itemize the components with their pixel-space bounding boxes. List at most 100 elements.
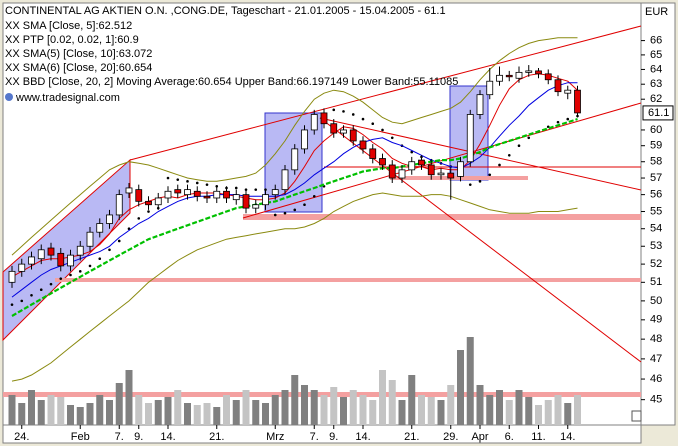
- band-upper: [11, 37, 578, 256]
- y-tick-label: 62: [650, 93, 662, 105]
- volume-bar: [281, 390, 289, 425]
- volume-bar: [145, 403, 152, 425]
- ptp-dot: [488, 173, 492, 177]
- volume-bar: [574, 395, 581, 425]
- y-tick-label: 60: [650, 124, 662, 136]
- candle-body: [515, 71, 523, 79]
- candle-body: [457, 161, 464, 177]
- candle-body: [164, 190, 172, 199]
- volume-bar: [320, 395, 328, 425]
- x-tick-label: 6.: [505, 431, 514, 443]
- ptp-dot: [147, 210, 150, 213]
- volume-bar: [369, 400, 377, 425]
- candle-body: [496, 74, 503, 82]
- volume-bar: [115, 383, 123, 425]
- ptp-dot: [98, 257, 102, 261]
- candle-body: [184, 189, 191, 196]
- volume-bar: [437, 400, 445, 425]
- volume-bar: [330, 387, 338, 425]
- volume-bar: [18, 403, 26, 425]
- volume-bar: [398, 400, 406, 425]
- candle-body: [47, 247, 55, 256]
- x-tick-label: 7.: [115, 431, 124, 443]
- candle-body: [281, 169, 289, 191]
- candle-body: [427, 164, 435, 176]
- ptp-dot: [303, 203, 306, 207]
- x-tick-label: 21.: [404, 431, 419, 443]
- trend-line: [129, 25, 642, 161]
- ptp-dot: [381, 128, 384, 132]
- candle-body: [476, 94, 484, 115]
- volume-bar: [203, 403, 211, 425]
- y-tick-label: 56: [650, 189, 662, 201]
- x-tick-label: 21.: [209, 431, 224, 443]
- ptp-dot: [273, 213, 277, 217]
- candle-body: [8, 270, 16, 283]
- corner-icon: [631, 410, 642, 422]
- volume-bar: [164, 397, 172, 425]
- candle-body: [145, 200, 152, 206]
- volume-bar: [76, 407, 84, 425]
- candle-body: [106, 214, 113, 224]
- candle-body: [96, 223, 104, 233]
- volume-bar: [564, 403, 572, 425]
- candle-body: [18, 263, 26, 272]
- last-price-label: 61.1: [648, 107, 669, 119]
- legend-entry: XX SMA(6) [Close, 20]:60.654: [5, 62, 152, 74]
- volume-bar: [106, 400, 113, 425]
- candle-body: [223, 190, 230, 199]
- volume-bar: [457, 350, 464, 425]
- ptp-dot: [254, 188, 258, 191]
- volume-bar: [505, 400, 513, 425]
- y-tick-label: 53: [650, 240, 662, 252]
- ptp-dot: [293, 208, 297, 212]
- legend-entry: XX BBD [Close, 20, 2] Moving Average:60.…: [5, 76, 458, 88]
- x-tick-label: Apr: [471, 431, 488, 443]
- candle-body: [320, 112, 328, 125]
- candle-body: [408, 161, 416, 171]
- volume-bar: [291, 375, 299, 425]
- x-tick-label: 14.: [160, 431, 175, 443]
- y-tick-label: 49: [650, 314, 662, 326]
- volume-bar: [223, 395, 230, 425]
- ptp-dot: [332, 108, 336, 112]
- y-tick-label: 64: [650, 63, 662, 75]
- y-tick-label: 63: [650, 78, 662, 90]
- ptp-dot: [137, 217, 141, 220]
- volume-bar: [28, 390, 35, 425]
- candle-body: [486, 80, 494, 96]
- volume-bar: [67, 405, 74, 425]
- line-series: [11, 118, 578, 317]
- candle-body: [554, 79, 562, 93]
- legend-entry: XX SMA(5) [Close, 10]:63.072: [5, 48, 152, 60]
- support-band: [390, 176, 528, 180]
- candle-body: [193, 190, 201, 197]
- volume-bar: [447, 385, 455, 425]
- candle-body: [291, 148, 299, 171]
- candle-body: [388, 164, 396, 179]
- volume-bar: [427, 397, 435, 425]
- volume-bar: [476, 385, 484, 425]
- volume-bar: [262, 403, 269, 425]
- volume-bar: [193, 405, 201, 425]
- candle-body: [86, 231, 94, 247]
- candle-body: [447, 172, 455, 179]
- x-tick-label: Feb: [71, 431, 90, 443]
- candle-body: [154, 197, 162, 206]
- logo-icon: [5, 93, 13, 101]
- y-tick-label: 66: [650, 34, 662, 46]
- volume-bar: [340, 397, 347, 425]
- candle-body: [252, 204, 260, 209]
- candle-body: [242, 194, 250, 209]
- x-tick-label: 14.: [355, 431, 370, 443]
- candle-body: [398, 169, 406, 179]
- y-axis-area: [640, 2, 676, 426]
- ptp-dot: [78, 270, 82, 273]
- x-tick-label: 9.: [329, 431, 338, 443]
- volume-bar: [8, 395, 16, 425]
- watermark: www.tradesignal.com: [15, 92, 120, 104]
- candle-body: [330, 123, 338, 134]
- candle-body: [544, 73, 552, 81]
- support-band: [243, 214, 641, 220]
- ptp-dot: [10, 303, 14, 306]
